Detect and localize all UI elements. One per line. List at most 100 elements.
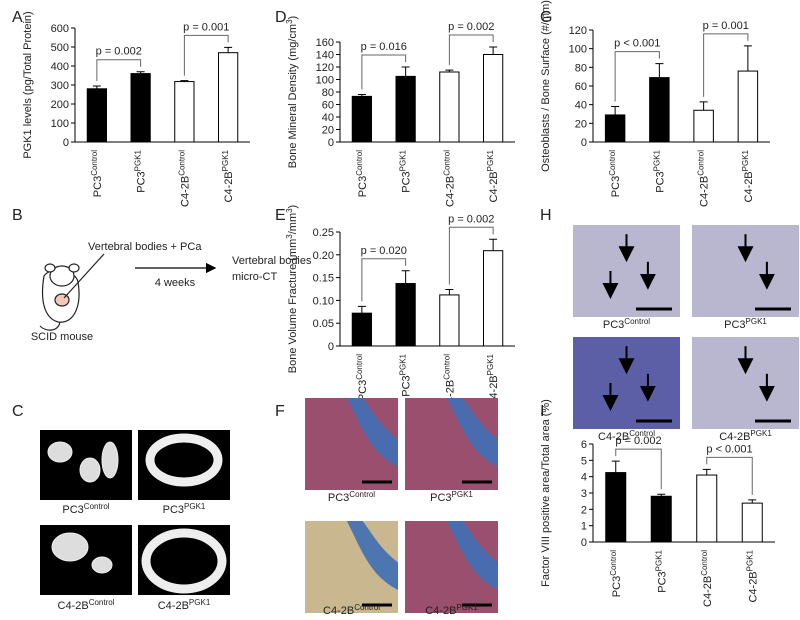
image-caption-base: PC3 [430,492,451,504]
y-tick-label: 0 [328,137,334,149]
panel-label: I [540,403,544,420]
x-tick-label-base: C4-2B [223,171,235,202]
p-value: p = 0.020 [361,245,407,257]
x-tick-label-base: PC3 [610,176,622,197]
y-tick-label: 0 [581,137,587,149]
image-caption-sup: PGK1 [189,598,211,607]
x-tick-label-sup: Control [699,550,708,576]
y-tick-label: 6 [581,439,587,451]
bar [737,70,759,143]
image-caption-sup: PGK1 [184,502,206,511]
x-tick-label: PC3PGK1 [654,549,669,592]
x-tick-label-sup: PGK1 [486,353,495,375]
image-caption: C4-2BPGK1 [425,603,478,618]
y-tick-label: 1 [581,521,587,533]
image-caption-sup: Control [354,603,380,612]
x-tick-label-sup: PGK1 [652,149,661,171]
x-tick-label-sup: Control [354,354,363,380]
image-caption: C4-2BPGK1 [158,598,211,613]
panel-label: H [540,207,552,224]
image [573,337,680,429]
image-caption-base: PC3 [62,504,83,516]
bar [649,77,670,143]
image [692,225,799,317]
x-tick-label: PC3PGK1 [398,353,413,396]
x-tick-label: C4-2BPGK1 [745,549,760,602]
y-tick-label: 100 [316,75,334,87]
image-caption-base: C4-2B [158,600,189,612]
bar [395,75,416,143]
bar [741,502,763,543]
error-bar [357,305,366,314]
image-caption-base: PC3 [724,319,745,331]
y-tick-label: 160 [316,37,334,49]
image-caption: PC3Control [62,502,109,517]
bar [351,95,372,143]
image-caption-sup: Control [629,429,655,438]
image-caption-base: C4-2B [58,600,89,612]
image-caption-sup: Control [624,317,650,326]
y-axis-label: Osteoblasts / Bone Surface (#/mm) [540,0,552,172]
x-tick-label-sup: PGK1 [654,549,663,571]
error-bar [611,106,620,115]
x-tick-label-base: C4-2B [699,176,711,207]
y-axis-label-part: 3 [285,19,294,24]
x-tick-label: PC3Control [354,354,369,401]
error-bar [657,493,666,497]
bar [174,81,195,143]
arrow-label: 4 weeks [155,277,196,289]
image [405,521,498,613]
bar [439,294,460,347]
y-tick-label: 40 [575,100,587,112]
error-bar [357,94,366,97]
significance-bracket [361,258,407,302]
x-tick-label-base: C4-2B [743,171,755,202]
x-tick-label-sup: Control [608,550,617,576]
image-caption-base: PC3 [603,319,624,331]
image-caption: C4-2BControl [58,598,115,613]
bar [604,114,626,143]
panel-label: C [12,403,24,420]
panel-label: B [12,207,23,224]
y-tick-label: 120 [569,25,587,37]
x-tick-label-sup: Control [608,150,617,176]
y-tick-label: 0 [328,341,334,353]
x-tick-label-sup: PGK1 [221,149,230,171]
bar [693,109,714,143]
y-tick-label: 2 [581,504,587,516]
y-tick-label: 400 [51,61,69,73]
image [405,398,498,490]
image [305,398,398,490]
bone-stain [346,521,398,590]
y-tick-label: 300 [51,80,69,92]
x-tick-label: C4-2BPGK1 [740,149,755,202]
image-caption: PC3Control [603,317,650,332]
error-bar [401,66,410,77]
x-tick-label: PC3Control [89,150,104,197]
x-tick-label-base: PC3 [401,171,413,192]
error-bar [699,101,708,111]
ct-bone [79,457,101,483]
image-caption-base: C4-2B [598,431,629,443]
mouse-drawing [39,253,105,331]
y-tick-label: 3 [581,488,587,500]
bar [218,52,239,143]
image [40,430,132,500]
x-tick-label: PC3PGK1 [652,149,667,192]
result-label: micro-CT [232,271,277,283]
y-axis-label-part: PGK1 levels (pg/Total Protein) [22,11,34,158]
significance-bracket [614,51,660,102]
y-tick-label: 0.20 [313,250,334,262]
significance-bracket [706,456,753,495]
x-tick-label-base: C4-2B [488,171,500,202]
y-tick-label: 60 [575,81,587,93]
x-tick-label-sup: PGK1 [398,353,407,375]
image-caption-sup: PGK1 [456,603,478,612]
error-bar [224,46,233,53]
image-caption: PC3PGK1 [724,317,767,332]
y-axis-label-part: ) [287,205,299,209]
p-value: p = 0.002 [448,213,494,225]
error-bar [445,288,454,295]
error-bar [611,460,620,473]
ct-bone [141,528,227,594]
